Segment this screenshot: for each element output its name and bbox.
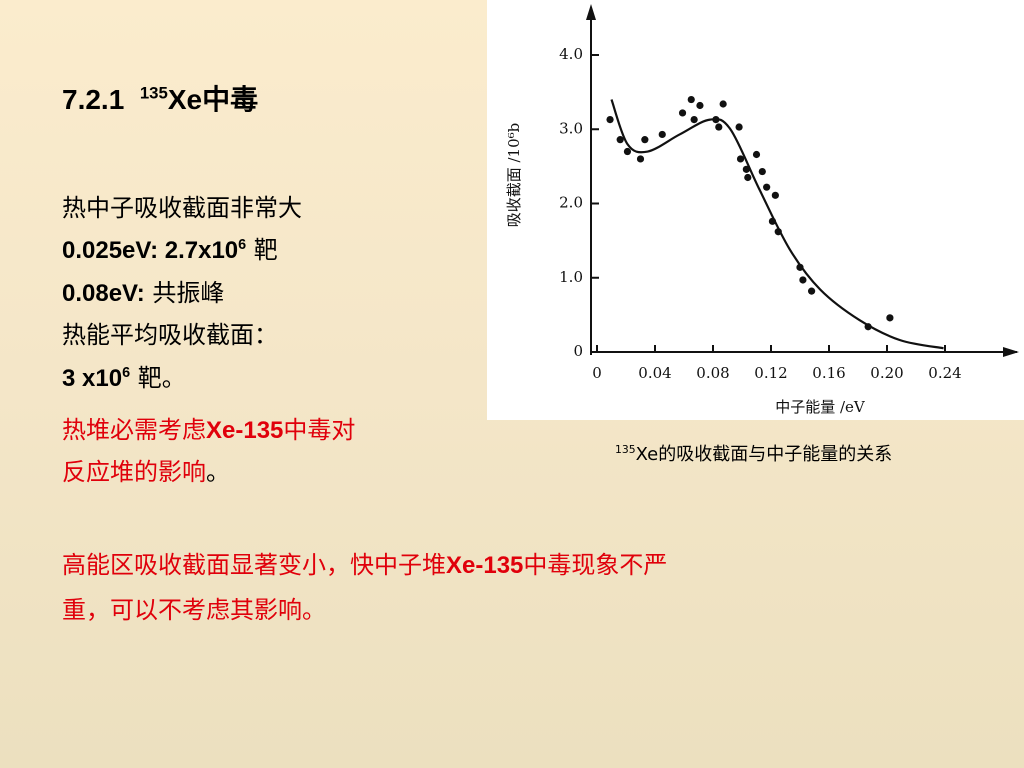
text: Xe-135 bbox=[446, 552, 524, 579]
y-tick-label: 2.0 bbox=[559, 194, 583, 212]
text-line: 热中子吸收截面非常大 bbox=[62, 188, 302, 223]
text: 热堆必需考虑 bbox=[62, 416, 206, 444]
data-point bbox=[719, 100, 727, 108]
text: 重，可以不考虑其影响。 bbox=[62, 596, 326, 624]
chart: 中子能量 /eV 吸收截面 /10⁶b 0 1.0 2.0 3.0 4.0 0 0.04 0.… bbox=[505, 4, 1019, 416]
data-point bbox=[690, 115, 698, 124]
text: 热中子吸收截面非常大 bbox=[62, 194, 302, 222]
data-point bbox=[658, 130, 666, 139]
data-point bbox=[641, 136, 649, 144]
x-tick-label: 0.24 bbox=[928, 364, 961, 382]
text-line: 0.08eV: 共振峰 bbox=[62, 273, 224, 308]
data-point bbox=[864, 323, 872, 331]
title-text: Xe中毒 bbox=[167, 84, 259, 115]
text: 3 x10 bbox=[62, 365, 123, 392]
x-tick-label: 0.12 bbox=[754, 364, 787, 382]
superscript: 135 bbox=[615, 443, 636, 456]
data-point bbox=[736, 155, 745, 163]
y-arrow bbox=[586, 4, 596, 20]
text-line: 热堆必需考虑Xe-135中毒对 bbox=[62, 410, 355, 445]
text: 高能区吸收截面显著变小，快中子堆 bbox=[62, 551, 446, 579]
data-point bbox=[808, 287, 816, 295]
x-tick-label: 0.04 bbox=[638, 364, 671, 382]
y-axis-label: 吸收截面 /10⁶b bbox=[505, 123, 523, 228]
data-point bbox=[735, 123, 743, 131]
text-line: 重，可以不考虑其影响。 bbox=[62, 590, 326, 625]
text: 。 bbox=[206, 458, 230, 486]
text: 0.08eV: bbox=[62, 280, 145, 307]
section-number: 7.2.1 bbox=[62, 84, 125, 115]
text: 热能平均吸收截面： bbox=[62, 321, 278, 349]
text: 靶。 bbox=[130, 364, 186, 392]
data-point bbox=[678, 109, 687, 117]
data-point bbox=[768, 217, 777, 225]
x-tick-label: 0.20 bbox=[870, 364, 903, 382]
data-point bbox=[758, 167, 766, 176]
data-point bbox=[696, 101, 704, 110]
data-point bbox=[796, 263, 804, 271]
data-point bbox=[744, 173, 752, 182]
x-axis-label: 中子能量 /eV bbox=[775, 398, 866, 416]
data-point bbox=[623, 147, 632, 156]
text: 0.025eV: 2.7x10 bbox=[62, 237, 239, 264]
text-line: 高能区吸收截面显著变小，快中子堆Xe-135中毒现象不严 bbox=[62, 545, 667, 580]
text-line: 3 x106 靶。 bbox=[62, 358, 186, 393]
text: 中毒对 bbox=[283, 416, 356, 444]
y-tick-label: 3.0 bbox=[559, 119, 583, 137]
superscript: 135 bbox=[139, 83, 168, 103]
text: 共振峰 bbox=[144, 279, 225, 307]
fit-curve bbox=[610, 99, 944, 350]
y-tick-label: 0 bbox=[573, 342, 583, 360]
data-point bbox=[752, 150, 761, 159]
y-tick-label: 4.0 bbox=[559, 45, 583, 63]
caption-text: Xe的吸收截面与中子能量的关系 bbox=[635, 444, 893, 465]
data-point bbox=[636, 155, 645, 163]
text-line: 0.025eV: 2.7x106 靶 bbox=[62, 230, 278, 265]
data-point bbox=[687, 95, 695, 104]
data-point bbox=[763, 183, 771, 191]
superscript: 6 bbox=[122, 365, 131, 381]
data-point bbox=[799, 276, 807, 284]
x-tick-label: 0.16 bbox=[812, 364, 845, 382]
data-point bbox=[715, 123, 723, 131]
text: 靶 bbox=[246, 236, 278, 264]
text-line: 热能平均吸收截面： bbox=[62, 315, 278, 350]
x-arrow bbox=[1003, 347, 1019, 357]
text-line: 反应堆的影响。 bbox=[62, 452, 230, 487]
data-point bbox=[606, 115, 614, 124]
data-point bbox=[771, 191, 779, 199]
data-point bbox=[742, 165, 750, 173]
caption: 135Xe的吸收截面与中子能量的关系 bbox=[615, 440, 892, 466]
y-tick-label: 1.0 bbox=[559, 268, 583, 286]
text: 反应堆的影响 bbox=[62, 458, 206, 486]
text: Xe-135 bbox=[206, 417, 284, 444]
x-tick-label: 0 bbox=[592, 364, 602, 382]
data-point bbox=[616, 136, 624, 144]
slide-title: 7.2.1 135Xe中毒 bbox=[62, 78, 258, 118]
data-point bbox=[774, 228, 782, 236]
data-point bbox=[886, 314, 894, 322]
data-point bbox=[712, 115, 720, 124]
text: 中毒现象不严 bbox=[523, 551, 668, 579]
figure: 中子能量 /eV 吸收截面 /10⁶b 0 1.0 2.0 3.0 4.0 0 0.04 0.… bbox=[487, 0, 1024, 420]
x-tick-label: 0.08 bbox=[696, 364, 729, 382]
superscript: 6 bbox=[238, 237, 247, 253]
